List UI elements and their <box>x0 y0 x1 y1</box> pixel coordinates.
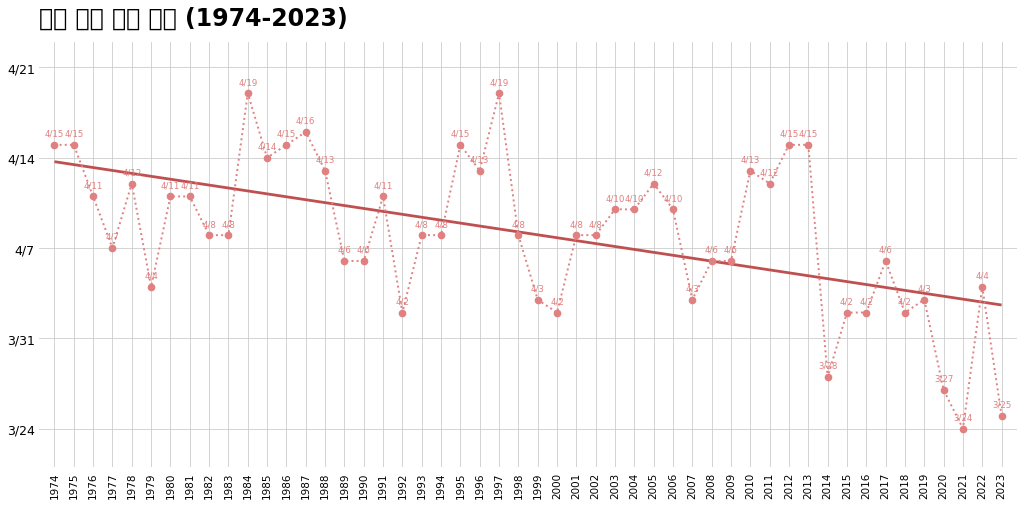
Text: 4/15: 4/15 <box>799 129 818 138</box>
Text: 4/2: 4/2 <box>840 297 854 306</box>
Text: 4/7: 4/7 <box>105 232 120 241</box>
Text: 4/14: 4/14 <box>257 142 276 152</box>
Text: 4/2: 4/2 <box>898 297 912 306</box>
Text: 4/10: 4/10 <box>625 194 644 203</box>
Text: 4/16: 4/16 <box>296 117 315 126</box>
Text: 4/12: 4/12 <box>760 168 779 177</box>
Text: 4/8: 4/8 <box>434 220 447 229</box>
Text: 4/15: 4/15 <box>451 129 470 138</box>
Text: 서울 볚꽃 개화 추이 (1974-2023): 서울 볚꽃 개화 추이 (1974-2023) <box>39 7 348 31</box>
Text: 4/2: 4/2 <box>859 297 873 306</box>
Text: 4/8: 4/8 <box>415 220 429 229</box>
Text: 4/8: 4/8 <box>569 220 584 229</box>
Text: 4/6: 4/6 <box>879 245 893 255</box>
Text: 3/24: 3/24 <box>953 413 973 422</box>
Text: 4/6: 4/6 <box>338 245 351 255</box>
Text: 3/25: 3/25 <box>992 400 1012 409</box>
Text: 4/15: 4/15 <box>779 129 799 138</box>
Text: 4/11: 4/11 <box>374 181 393 190</box>
Text: 4/4: 4/4 <box>144 271 158 280</box>
Text: 4/12: 4/12 <box>644 168 664 177</box>
Text: 3/27: 3/27 <box>934 374 953 383</box>
Text: 4/8: 4/8 <box>589 220 602 229</box>
Text: 4/11: 4/11 <box>161 181 180 190</box>
Text: 4/13: 4/13 <box>740 155 760 164</box>
Text: 4/3: 4/3 <box>530 284 545 293</box>
Text: 4/8: 4/8 <box>511 220 525 229</box>
Text: 4/10: 4/10 <box>605 194 625 203</box>
Text: 4/4: 4/4 <box>975 271 989 280</box>
Text: 4/3: 4/3 <box>918 284 931 293</box>
Text: 4/15: 4/15 <box>276 129 296 138</box>
Text: 4/15: 4/15 <box>65 129 84 138</box>
Text: 4/6: 4/6 <box>356 245 371 255</box>
Text: 4/13: 4/13 <box>470 155 489 164</box>
Text: 4/2: 4/2 <box>550 297 564 306</box>
Text: 4/8: 4/8 <box>202 220 216 229</box>
Text: 4/11: 4/11 <box>180 181 200 190</box>
Text: 4/19: 4/19 <box>239 78 257 87</box>
Text: 4/6: 4/6 <box>705 245 719 255</box>
Text: 4/13: 4/13 <box>315 155 335 164</box>
Text: 3/28: 3/28 <box>818 361 838 370</box>
Text: 4/19: 4/19 <box>489 78 509 87</box>
Text: 4/8: 4/8 <box>221 220 236 229</box>
Text: 4/6: 4/6 <box>724 245 738 255</box>
Text: 4/10: 4/10 <box>664 194 683 203</box>
Text: 4/11: 4/11 <box>83 181 102 190</box>
Text: 4/15: 4/15 <box>45 129 65 138</box>
Text: 4/12: 4/12 <box>122 168 141 177</box>
Text: 4/2: 4/2 <box>395 297 410 306</box>
Text: 4/3: 4/3 <box>685 284 699 293</box>
